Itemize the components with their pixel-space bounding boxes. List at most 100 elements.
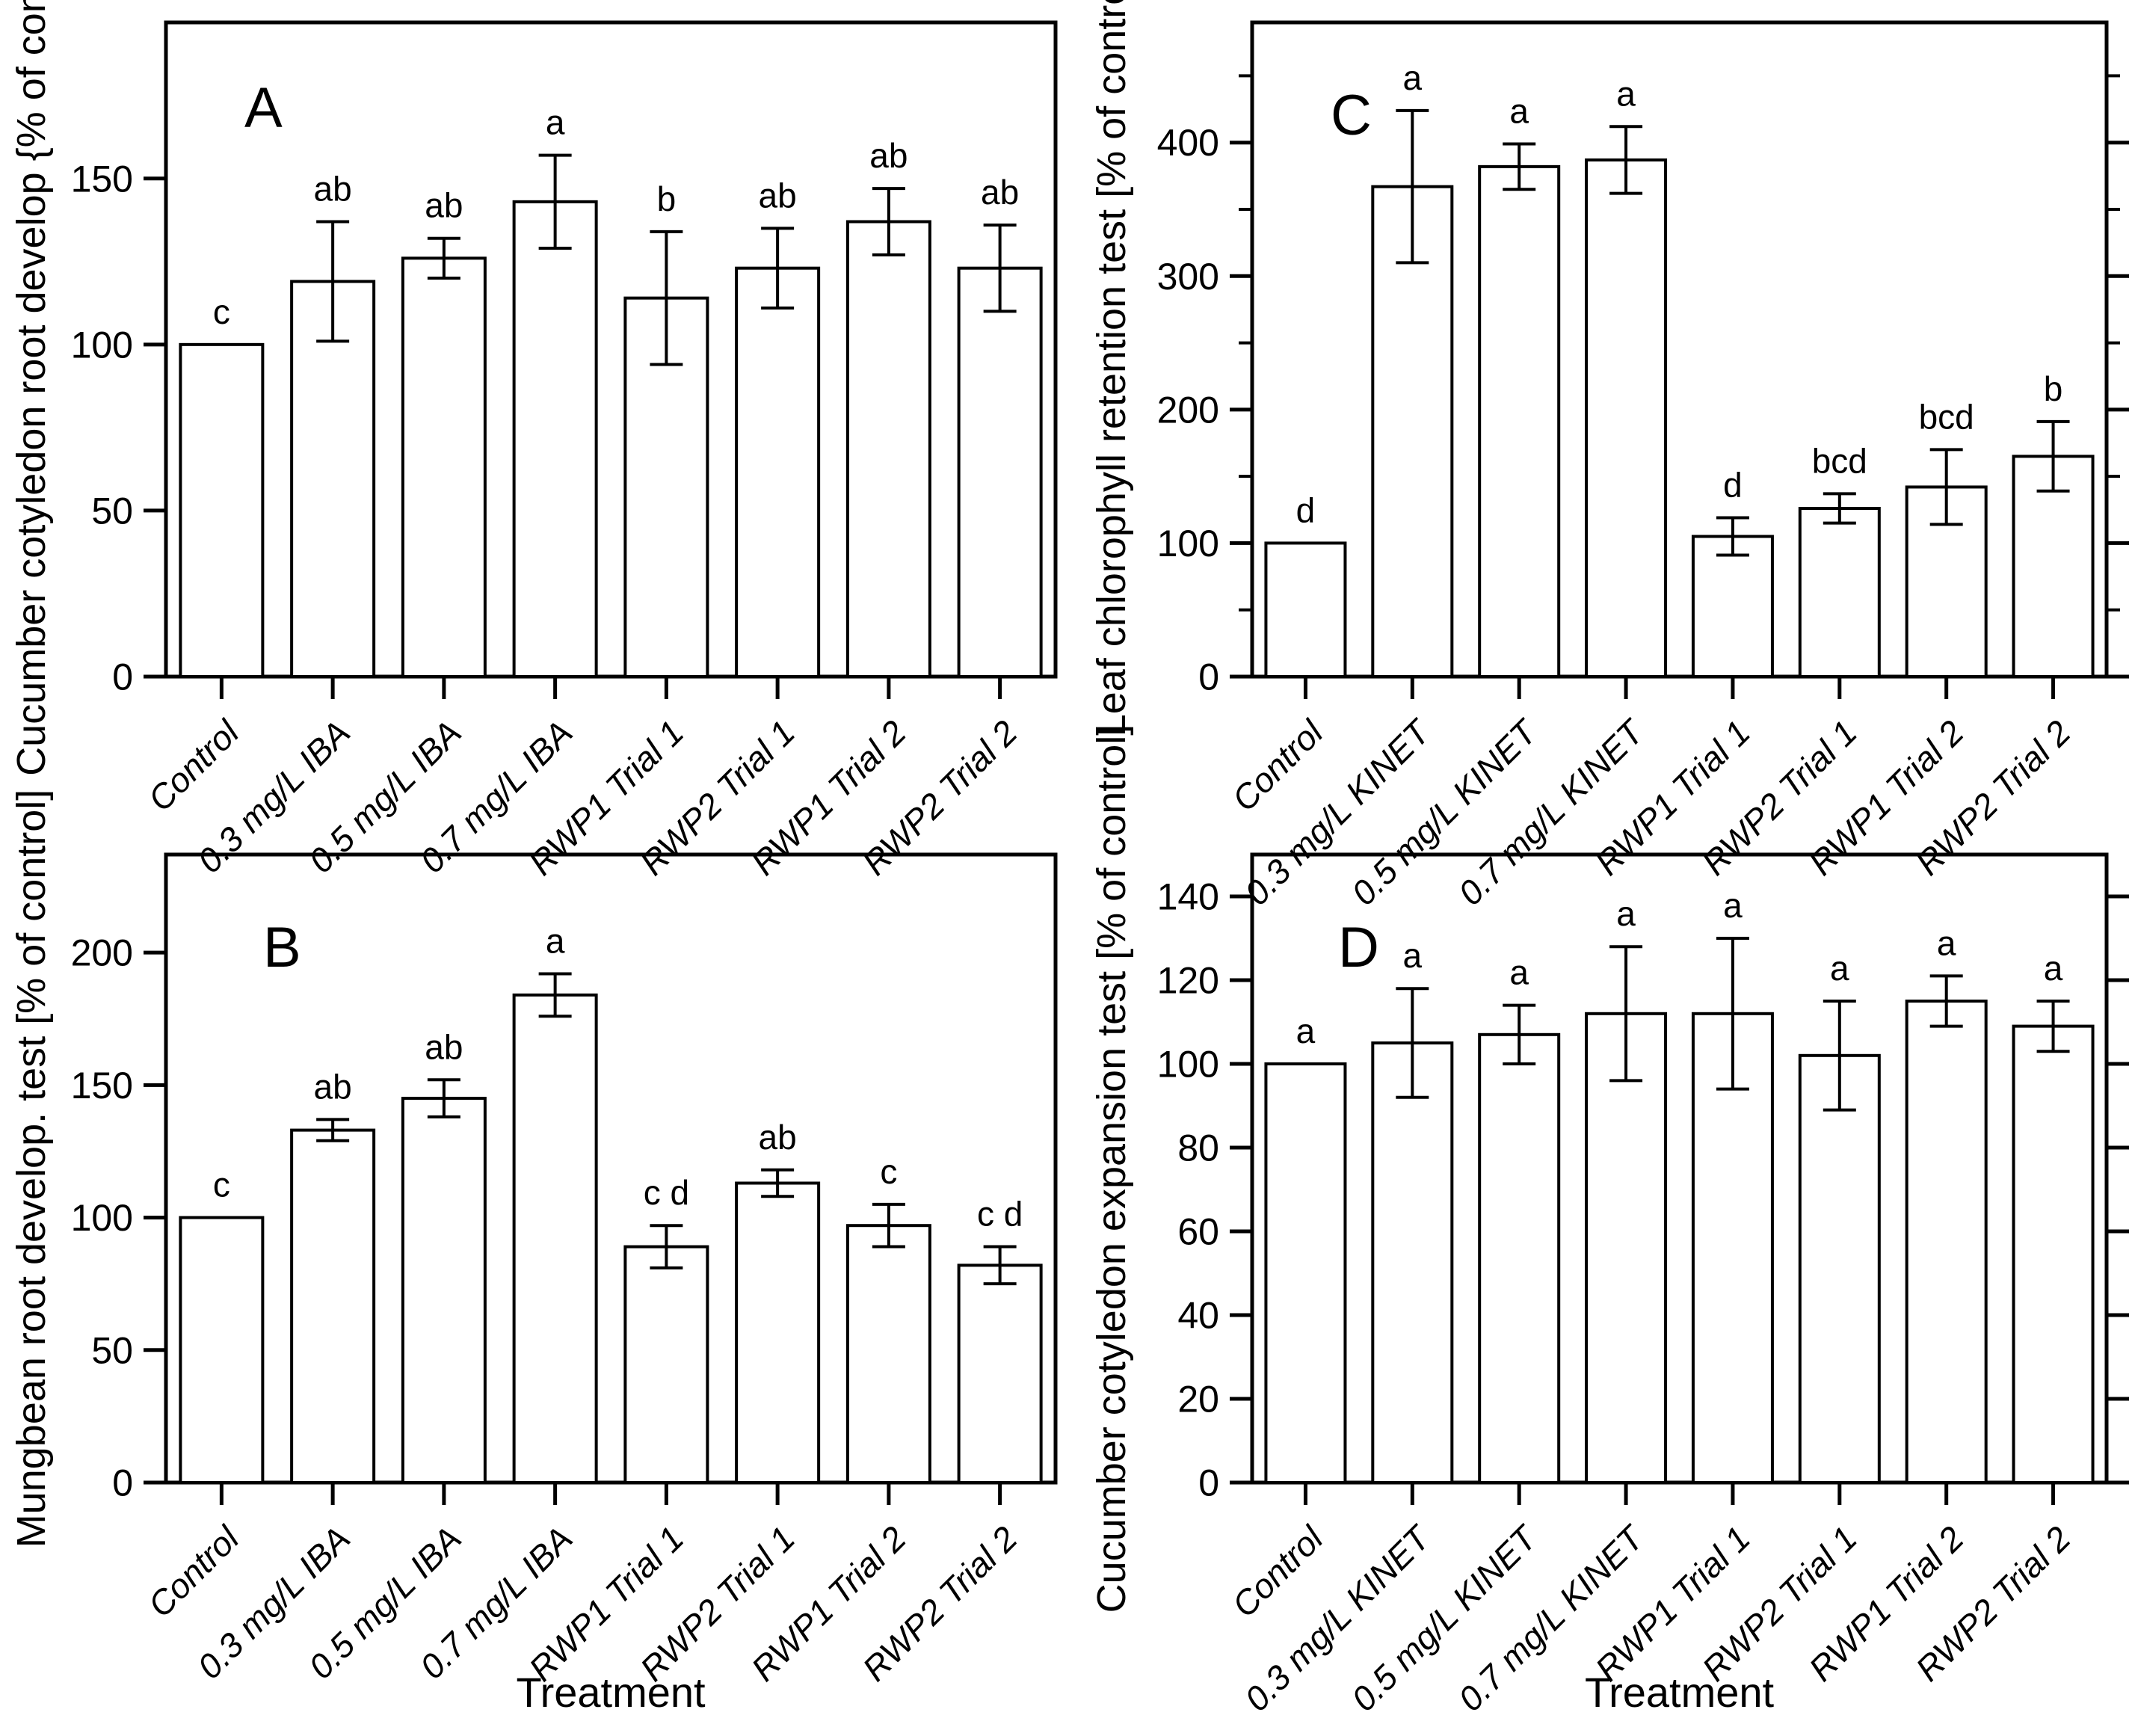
error-bar-c-7 bbox=[2036, 419, 2070, 493]
error-bar-b-3 bbox=[538, 972, 572, 1018]
sig-letter-d-4: a bbox=[1723, 886, 1743, 925]
error-bar-b-7 bbox=[983, 1245, 1017, 1286]
y-tick-label-a: 0 bbox=[112, 656, 133, 698]
sig-letter-a-1: ab bbox=[314, 169, 352, 208]
sig-letter-a-0: c bbox=[213, 292, 230, 331]
sig-letter-c-4: d bbox=[1723, 466, 1743, 505]
plot-frame-d bbox=[1250, 852, 2109, 1485]
bar-d-6 bbox=[1905, 1000, 1988, 1484]
bar-b-5 bbox=[735, 1181, 821, 1484]
sig-letter-a-7: ab bbox=[981, 173, 1019, 212]
error-bar-c-3 bbox=[1609, 125, 1643, 195]
bar-a-1 bbox=[290, 280, 376, 678]
y-tick-label-d: 80 bbox=[1177, 1127, 1219, 1169]
error-bar-b-1 bbox=[316, 1118, 350, 1142]
bar-c-1 bbox=[1371, 185, 1454, 678]
y-tick-label-c: 100 bbox=[1157, 523, 1219, 564]
bar-b-6 bbox=[845, 1224, 931, 1484]
error-bar-c-6 bbox=[1929, 448, 1963, 526]
bar-a-0 bbox=[179, 342, 265, 678]
sig-letter-c-7: b bbox=[2044, 369, 2063, 408]
sig-letter-a-4: b bbox=[657, 179, 677, 218]
sig-letter-d-2: a bbox=[1509, 953, 1529, 992]
sig-letter-a-2: ab bbox=[425, 186, 463, 225]
sig-letter-c-0: d bbox=[1296, 490, 1316, 529]
sig-letter-d-0: a bbox=[1296, 1012, 1316, 1050]
y-axis-title-d: Cucumber cotyledon expansion test [% of … bbox=[1089, 724, 1134, 1613]
error-bar-d-6 bbox=[1929, 974, 1963, 1028]
bar-c-7 bbox=[2012, 455, 2095, 678]
error-bar-d-5 bbox=[1823, 1000, 1856, 1112]
sig-letter-a-3: a bbox=[546, 103, 565, 142]
error-bar-a-5 bbox=[761, 227, 795, 310]
bar-c-2 bbox=[1478, 164, 1561, 679]
bar-b-0 bbox=[179, 1216, 265, 1484]
bar-c-5 bbox=[1798, 507, 1881, 678]
sig-letter-b-2: ab bbox=[425, 1027, 463, 1066]
bar-d-5 bbox=[1798, 1053, 1881, 1485]
y-tick-label-b: 150 bbox=[71, 1065, 133, 1106]
y-tick-label-b: 200 bbox=[71, 932, 133, 974]
bar-b-1 bbox=[290, 1128, 376, 1484]
bar-d-3 bbox=[1585, 1012, 1668, 1485]
panel-a: 0 50 100 150 Cucumber cotyledon root develop… bbox=[9, 0, 1058, 882]
sig-letter-b-4: c d bbox=[644, 1173, 689, 1212]
plot-frame-b bbox=[164, 852, 1058, 1485]
x-axis-title-b: Treatment bbox=[516, 1669, 706, 1716]
y-tick-label-d: 60 bbox=[1177, 1211, 1219, 1253]
sig-letter-d-3: a bbox=[1616, 894, 1636, 933]
error-bar-c-1 bbox=[1396, 108, 1429, 265]
sig-letter-c-6: bcd bbox=[1919, 397, 1974, 436]
error-bar-c-4 bbox=[1716, 516, 1749, 557]
y-tick-label-d: 20 bbox=[1177, 1379, 1219, 1420]
bar-d-4 bbox=[1691, 1012, 1774, 1485]
sig-letter-c-2: a bbox=[1509, 92, 1529, 131]
sig-letter-b-0: c bbox=[213, 1166, 230, 1204]
y-tick-label-d: 140 bbox=[1157, 876, 1219, 918]
bar-a-2 bbox=[401, 256, 487, 678]
y-tick-label-d: 120 bbox=[1157, 960, 1219, 1002]
sig-letter-c-1: a bbox=[1403, 58, 1423, 97]
error-bar-d-3 bbox=[1609, 945, 1643, 1083]
bar-b-7 bbox=[957, 1263, 1043, 1484]
bar-b-3 bbox=[512, 993, 598, 1485]
sig-letter-a-5: ab bbox=[759, 176, 797, 215]
sig-letter-c-5: bcd bbox=[1812, 441, 1867, 480]
error-bar-b-6 bbox=[872, 1202, 905, 1249]
panel-letter-b: B bbox=[263, 916, 301, 979]
bar-c-0 bbox=[1264, 541, 1347, 679]
sig-letter-a-6: ab bbox=[869, 136, 908, 175]
y-tick-label-d: 100 bbox=[1157, 1044, 1219, 1086]
y-tick-label-b: 50 bbox=[91, 1329, 133, 1371]
error-bar-d-7 bbox=[2036, 1000, 2070, 1053]
sig-letter-d-1: a bbox=[1403, 936, 1423, 975]
error-bar-d-4 bbox=[1716, 937, 1749, 1091]
error-bar-c-5 bbox=[1823, 492, 1856, 525]
error-bar-d-1 bbox=[1396, 987, 1429, 1099]
error-bar-a-3 bbox=[538, 153, 572, 250]
error-bar-a-6 bbox=[872, 187, 905, 256]
x-axis-title-d: Treatment bbox=[1585, 1669, 1775, 1716]
y-axis-title-a: Cucumber cotyledon root develop {% of co… bbox=[9, 0, 54, 776]
y-tick-label-a: 100 bbox=[71, 324, 133, 366]
sig-letter-d-7: a bbox=[2044, 949, 2063, 988]
error-bar-b-2 bbox=[427, 1078, 460, 1118]
bar-a-6 bbox=[845, 220, 931, 679]
bar-a-3 bbox=[512, 200, 598, 678]
bar-a-5 bbox=[735, 266, 821, 679]
error-bar-a-1 bbox=[316, 220, 350, 343]
sig-letter-b-1: ab bbox=[314, 1067, 352, 1106]
error-bar-b-4 bbox=[650, 1224, 683, 1269]
y-tick-label-a: 50 bbox=[91, 490, 133, 532]
y-tick-label-d: 40 bbox=[1177, 1295, 1219, 1337]
sig-letter-d-5: a bbox=[1830, 949, 1849, 988]
sig-letter-b-7: c d bbox=[977, 1195, 1023, 1234]
panel-letter-d: D bbox=[1338, 916, 1379, 979]
bar-b-2 bbox=[401, 1097, 487, 1484]
error-bar-b-5 bbox=[761, 1168, 795, 1198]
y-tick-label-c: 400 bbox=[1157, 122, 1219, 164]
y-tick-label-a: 150 bbox=[71, 158, 133, 200]
sig-letter-b-3: a bbox=[546, 921, 565, 960]
plot-frame-a bbox=[164, 20, 1058, 679]
y-tick-label-d: 0 bbox=[1198, 1462, 1219, 1504]
